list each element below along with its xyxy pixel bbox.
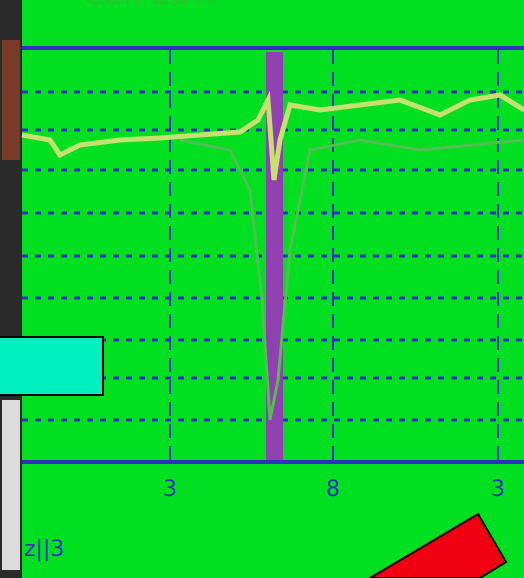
footer-label: z||3 [24, 537, 64, 562]
left-image-detail [2, 40, 20, 160]
left-image-detail [2, 400, 20, 570]
tick-label: 8 [326, 477, 340, 502]
trace [21, 90, 524, 181]
trace-dark [179, 138, 524, 421]
red-shape [368, 512, 508, 578]
title: ean EDR [86, 0, 214, 12]
tick-label: 3 [491, 477, 505, 502]
tick-label: 3 [163, 477, 177, 502]
overlay-box [0, 336, 104, 396]
vertical-grid [169, 50, 499, 460]
